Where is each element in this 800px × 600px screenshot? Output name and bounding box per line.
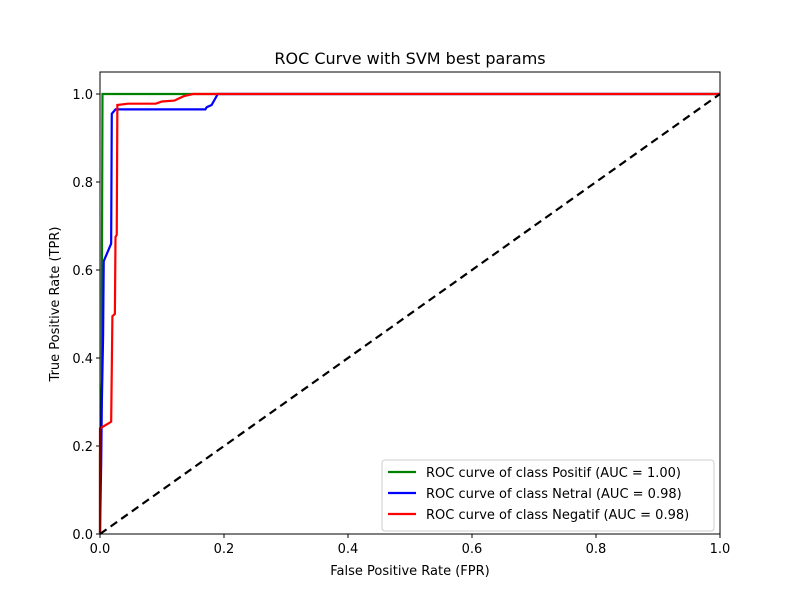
x-tick-label: 0.0 bbox=[90, 542, 111, 557]
plot-frame bbox=[99, 71, 721, 535]
y-tick-label: 0.6 bbox=[72, 264, 93, 279]
x-axis-ticks: 0.0 0.2 0.4 0.6 0.8 1.0 bbox=[90, 534, 731, 557]
legend-box bbox=[381, 459, 715, 532]
legend-entry: ROC curve of class Netral (AUC = 0.98) bbox=[426, 487, 682, 502]
y-tick-label: 0.2 bbox=[72, 440, 93, 455]
x-tick-label: 1.0 bbox=[710, 542, 731, 557]
x-tick-label: 0.6 bbox=[462, 542, 483, 557]
legend-entry: ROC curve of class Positif (AUC = 1.00) bbox=[426, 466, 681, 481]
chart-title: ROC Curve with SVM best params bbox=[274, 49, 545, 68]
x-tick-label: 0.2 bbox=[214, 542, 235, 557]
y-tick-label: 0.8 bbox=[72, 176, 93, 191]
chance-diagonal-line bbox=[99, 93, 721, 535]
legend-entry: ROC curve of class Negatif (AUC = 0.98) bbox=[426, 508, 689, 523]
y-axis-label: True Positive Rate (TPR) bbox=[48, 227, 63, 383]
x-axis-label: False Positive Rate (FPR) bbox=[330, 564, 489, 579]
y-tick-label: 1.0 bbox=[72, 88, 93, 103]
y-tick-label: 0.0 bbox=[72, 528, 93, 543]
x-tick-label: 0.8 bbox=[586, 542, 607, 557]
y-axis-ticks: 0.0 0.2 0.4 0.6 0.8 1.0 bbox=[72, 88, 100, 543]
y-tick-label: 0.4 bbox=[72, 352, 93, 367]
legend: ROC curve of class Positif (AUC = 1.00) R… bbox=[381, 459, 715, 532]
series-line-2 bbox=[98, 92, 720, 534]
series-line-1 bbox=[98, 92, 720, 535]
x-tick-label: 0.4 bbox=[338, 542, 359, 557]
